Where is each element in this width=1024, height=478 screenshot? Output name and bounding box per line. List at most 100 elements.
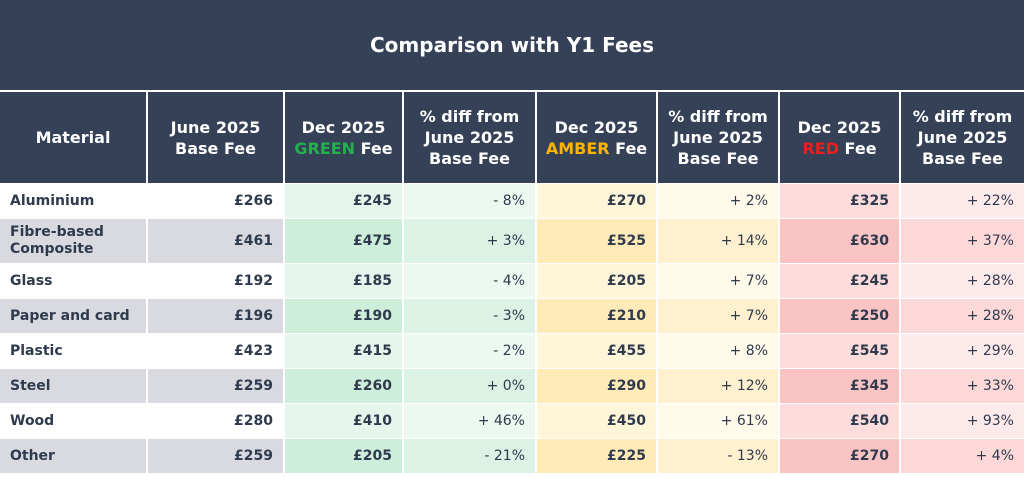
green-fee-cell: £475 xyxy=(285,218,404,263)
header-june-line1: June 2025 xyxy=(170,117,261,137)
green-diff-cell: + 0% xyxy=(404,368,537,403)
header-june-line2: Base Fee xyxy=(175,138,256,158)
amber-fee-cell: £210 xyxy=(537,298,658,333)
table-row: Aluminium £266 £245 - 8% £270 + 2% £325 … xyxy=(0,183,1024,218)
red-fee-cell: £270 xyxy=(780,438,901,473)
header-dec-line1: Dec 2025 xyxy=(797,117,882,137)
june-base-fee-cell: £461 xyxy=(148,218,285,263)
green-fee-cell: £185 xyxy=(285,263,404,298)
table-row: Paper and card £196 £190 - 3% £210 + 7% … xyxy=(0,298,1024,333)
header-fee-suffix: Fee xyxy=(838,138,877,158)
red-fee-cell: £245 xyxy=(780,263,901,298)
amber-fee-cell: £450 xyxy=(537,403,658,438)
amber-diff-cell: + 14% xyxy=(658,218,780,263)
red-diff-cell: + 37% xyxy=(901,218,1024,263)
header-june-base-fee: June 2025 Base Fee xyxy=(148,92,285,183)
june-base-fee-cell: £266 xyxy=(148,183,285,218)
amber-fee-cell: £225 xyxy=(537,438,658,473)
red-diff-cell: + 4% xyxy=(901,438,1024,473)
header-amber-diff: % diff from June 2025 Base Fee xyxy=(658,92,780,183)
june-base-fee-cell: £259 xyxy=(148,368,285,403)
green-fee-cell: £410 xyxy=(285,403,404,438)
fee-comparison-table: Material June 2025 Base Fee Dec 2025 GRE… xyxy=(0,92,1024,473)
june-base-fee-cell: £423 xyxy=(148,333,285,368)
red-fee-cell: £345 xyxy=(780,368,901,403)
header-dec-amber-fee: Dec 2025 AMBER Fee xyxy=(537,92,658,183)
table-row: Wood £280 £410 + 46% £450 + 61% £540 + 9… xyxy=(0,403,1024,438)
amber-diff-cell: + 8% xyxy=(658,333,780,368)
header-diff-line3: Base Fee xyxy=(429,149,510,168)
green-diff-cell: + 46% xyxy=(404,403,537,438)
amber-fee-cell: £455 xyxy=(537,333,658,368)
header-dec-red-fee: Dec 2025 RED Fee xyxy=(780,92,901,183)
table-row: Other £259 £205 - 21% £225 - 13% £270 + … xyxy=(0,438,1024,473)
green-fee-cell: £245 xyxy=(285,183,404,218)
header-red-diff: % diff from June 2025 Base Fee xyxy=(901,92,1024,183)
header-green-diff: % diff from June 2025 Base Fee xyxy=(404,92,537,183)
june-base-fee-cell: £192 xyxy=(148,263,285,298)
header-diff-line3: Base Fee xyxy=(922,149,1003,168)
june-base-fee-cell: £280 xyxy=(148,403,285,438)
red-fee-cell: £540 xyxy=(780,403,901,438)
header-diff-line2: June 2025 xyxy=(673,128,763,147)
material-cell: Fibre-based Composite xyxy=(0,218,148,263)
red-diff-cell: + 22% xyxy=(901,183,1024,218)
red-diff-cell: + 29% xyxy=(901,333,1024,368)
green-diff-cell: - 21% xyxy=(404,438,537,473)
header-row: Material June 2025 Base Fee Dec 2025 GRE… xyxy=(0,92,1024,183)
green-diff-cell: - 3% xyxy=(404,298,537,333)
green-fee-cell: £415 xyxy=(285,333,404,368)
header-dec-line1: Dec 2025 xyxy=(301,117,386,137)
page-title: Comparison with Y1 Fees xyxy=(0,0,1024,90)
amber-diff-cell: + 7% xyxy=(658,263,780,298)
amber-diff-cell: - 13% xyxy=(658,438,780,473)
red-diff-cell: + 93% xyxy=(901,403,1024,438)
red-fee-cell: £630 xyxy=(780,218,901,263)
header-diff-line1: % diff from xyxy=(912,107,1013,126)
header-diff-line2: June 2025 xyxy=(917,128,1008,147)
material-cell: Glass xyxy=(0,263,148,298)
header-green-word: GREEN xyxy=(294,138,356,158)
header-diff-line1: % diff from xyxy=(668,107,768,126)
material-cell: Paper and card xyxy=(0,298,148,333)
red-fee-cell: £545 xyxy=(780,333,901,368)
red-fee-cell: £250 xyxy=(780,298,901,333)
header-diff-line2: June 2025 xyxy=(424,128,515,147)
amber-fee-cell: £270 xyxy=(537,183,658,218)
june-base-fee-cell: £259 xyxy=(148,438,285,473)
green-diff-cell: - 8% xyxy=(404,183,537,218)
material-cell: Steel xyxy=(0,368,148,403)
header-amber-word: AMBER xyxy=(545,138,610,158)
material-cell: Plastic xyxy=(0,333,148,368)
material-cell: Other xyxy=(0,438,148,473)
table-row: Steel £259 £260 + 0% £290 + 12% £345 + 3… xyxy=(0,368,1024,403)
header-dec-line1: Dec 2025 xyxy=(554,117,639,137)
green-diff-cell: + 3% xyxy=(404,218,537,263)
amber-diff-cell: + 2% xyxy=(658,183,780,218)
red-diff-cell: + 28% xyxy=(901,263,1024,298)
header-dec-green-fee: Dec 2025 GREEN Fee xyxy=(285,92,404,183)
red-fee-cell: £325 xyxy=(780,183,901,218)
amber-diff-cell: + 61% xyxy=(658,403,780,438)
amber-fee-cell: £205 xyxy=(537,263,658,298)
amber-diff-cell: + 12% xyxy=(658,368,780,403)
header-fee-suffix: Fee xyxy=(355,138,393,158)
table-row: Plastic £423 £415 - 2% £455 + 8% £545 + … xyxy=(0,333,1024,368)
header-material-label: Material xyxy=(35,128,111,147)
green-fee-cell: £190 xyxy=(285,298,404,333)
table-row: Fibre-based Composite £461 £475 + 3% £52… xyxy=(0,218,1024,263)
amber-diff-cell: + 7% xyxy=(658,298,780,333)
header-material: Material xyxy=(0,92,148,183)
header-diff-line3: Base Fee xyxy=(677,149,759,168)
amber-fee-cell: £290 xyxy=(537,368,658,403)
header-red-word: RED xyxy=(802,138,839,158)
material-cell: Wood xyxy=(0,403,148,438)
table-row: Glass £192 £185 - 4% £205 + 7% £245 + 28… xyxy=(0,263,1024,298)
material-cell: Aluminium xyxy=(0,183,148,218)
green-diff-cell: - 2% xyxy=(404,333,537,368)
header-diff-line1: % diff from xyxy=(419,107,520,126)
green-fee-cell: £260 xyxy=(285,368,404,403)
amber-fee-cell: £525 xyxy=(537,218,658,263)
red-diff-cell: + 28% xyxy=(901,298,1024,333)
